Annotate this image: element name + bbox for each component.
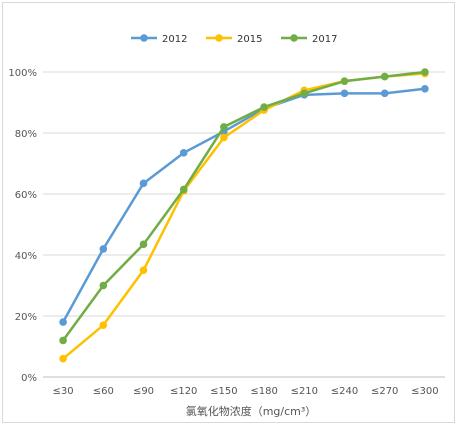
series-2012: [59, 84, 429, 326]
y-tick-label: 60%: [15, 190, 37, 201]
data-series: [59, 68, 429, 363]
y-tick-label: 20%: [15, 312, 37, 323]
data-point: [139, 266, 148, 275]
x-axis-label: 氯氧化物浓度（mg/cm³）: [186, 404, 317, 418]
y-tick-label: 100%: [8, 68, 37, 79]
legend: 2012 2015 2017: [131, 34, 337, 45]
data-point: [340, 77, 349, 85]
data-point: [260, 103, 268, 111]
data-point: [99, 245, 108, 253]
data-point: [59, 354, 67, 363]
series-line: [62, 70, 426, 342]
series-2015: [59, 69, 429, 363]
legend-label: 2017: [312, 34, 337, 45]
legend-marker: [140, 34, 148, 42]
legend-item: 2012: [131, 34, 187, 45]
y-tick-label: 40%: [15, 251, 37, 262]
x-tick-label: ≤30: [53, 386, 74, 397]
data-point: [179, 185, 188, 194]
x-tick-label: ≤180: [250, 386, 277, 397]
legend-label: 2015: [237, 34, 262, 45]
x-tick-label: ≤270: [371, 386, 398, 397]
chart-frame: 0% 20% 40% 60% 80% 100% ≤30 ≤60 ≤90 ≤120 ≤150 ≤180…: [2, 2, 455, 423]
x-tick-label: ≤300: [411, 386, 438, 397]
x-tick-label: ≤150: [210, 386, 237, 397]
data-point: [99, 321, 108, 329]
legend-marker: [215, 34, 223, 42]
y-tick-label: 0%: [21, 373, 37, 384]
data-point: [139, 240, 148, 249]
data-point: [340, 89, 349, 98]
x-tick-label: ≤240: [331, 386, 358, 397]
data-point: [59, 318, 67, 326]
data-point: [300, 89, 309, 98]
data-point: [99, 281, 108, 290]
series-line: [62, 87, 426, 323]
data-point: [421, 68, 429, 76]
data-point: [380, 72, 389, 81]
data-point: [380, 89, 389, 98]
x-tick-label: ≤210: [291, 386, 318, 397]
legend-label: 2012: [162, 34, 187, 45]
legend-marker: [290, 34, 298, 42]
line-chart: 0% 20% 40% 60% 80% 100% ≤30 ≤60 ≤90 ≤120 ≤150 ≤180…: [8, 34, 445, 418]
x-tick-label: ≤60: [93, 386, 114, 397]
data-point: [59, 336, 67, 345]
x-tick-label: ≤90: [133, 386, 154, 397]
data-point: [179, 149, 188, 157]
legend-item: 2017: [281, 34, 337, 45]
data-point: [220, 123, 228, 131]
x-axis-ticks: ≤30 ≤60 ≤90 ≤120 ≤150 ≤180 ≤210 ≤240 ≤270 ≤300: [53, 386, 439, 397]
x-tick-label: ≤120: [170, 386, 197, 397]
y-tick-label: 80%: [15, 129, 37, 140]
data-point: [220, 133, 228, 142]
data-point: [421, 84, 429, 93]
y-axis-ticks: 0% 20% 40% 60% 80% 100%: [8, 68, 37, 384]
data-point: [139, 179, 148, 188]
legend-item: 2015: [206, 34, 262, 45]
series-2017: [59, 68, 429, 345]
